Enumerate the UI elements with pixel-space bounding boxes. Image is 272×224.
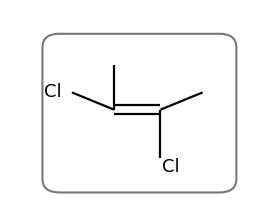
FancyBboxPatch shape	[42, 34, 236, 192]
Text: Cl: Cl	[44, 83, 61, 101]
Text: Cl: Cl	[162, 158, 179, 176]
